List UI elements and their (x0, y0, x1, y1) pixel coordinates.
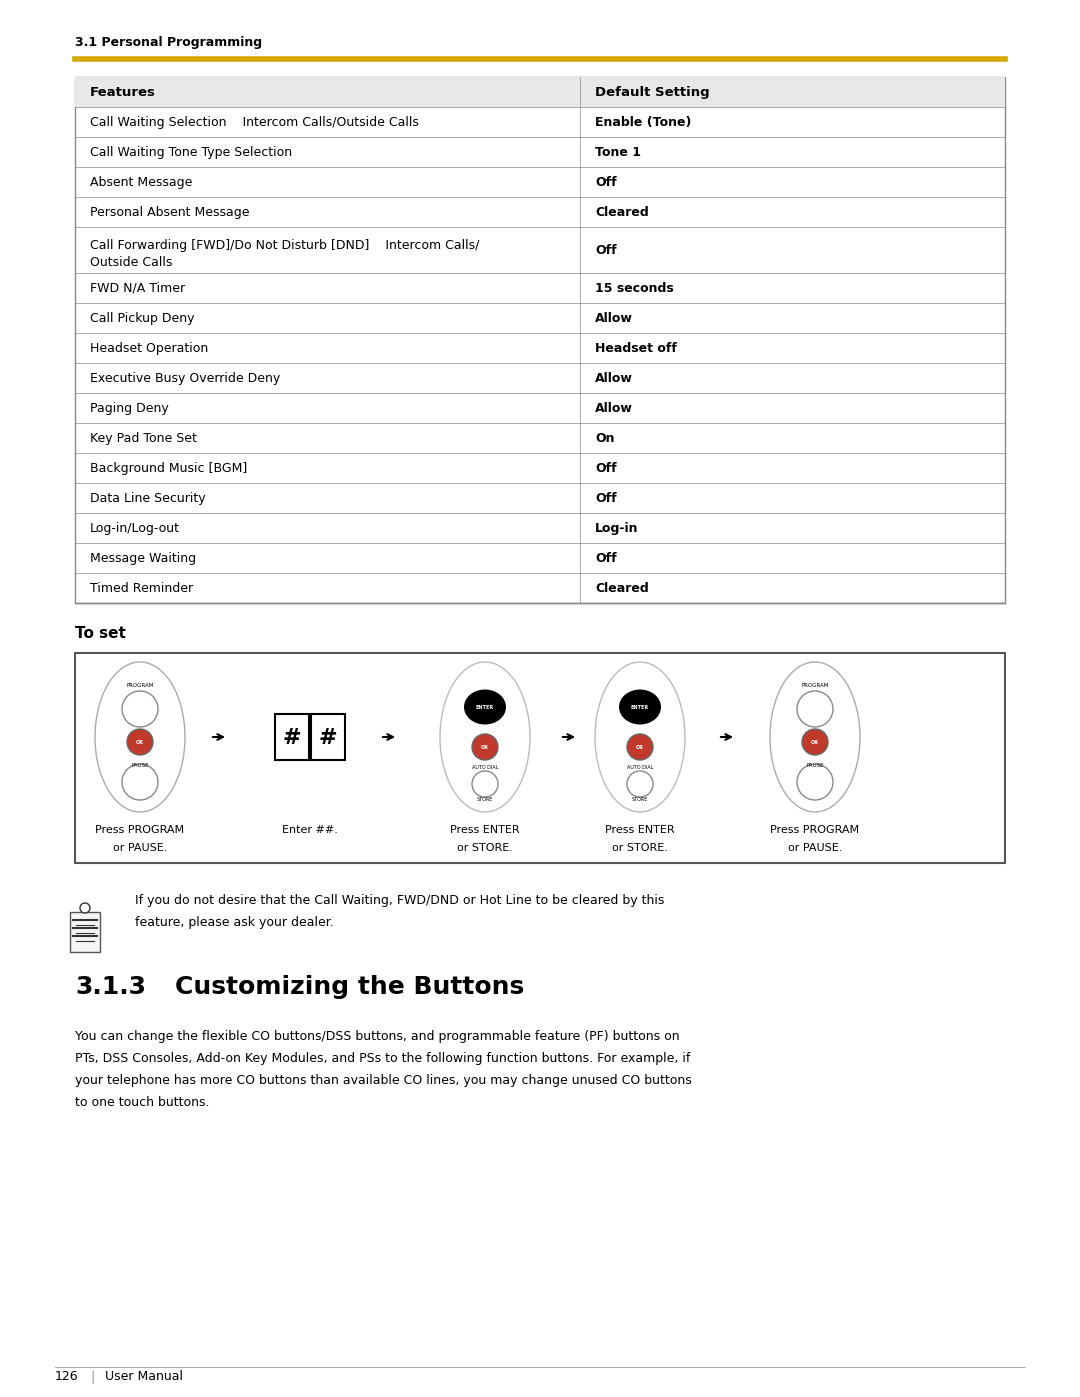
Text: Personal Absent Message: Personal Absent Message (90, 205, 249, 218)
Circle shape (122, 692, 158, 726)
Circle shape (627, 733, 653, 760)
Bar (75, 77, 1005, 604)
Circle shape (802, 729, 828, 754)
Ellipse shape (95, 662, 185, 812)
Text: STORE: STORE (632, 796, 648, 802)
Text: feature, please ask your dealer.: feature, please ask your dealer. (135, 915, 334, 929)
Text: Cleared: Cleared (595, 581, 649, 595)
Text: PAUSE: PAUSE (132, 763, 149, 767)
Text: Headset Operation: Headset Operation (90, 341, 208, 355)
Text: or STORE.: or STORE. (612, 842, 667, 854)
Text: Enter ##.: Enter ##. (282, 826, 338, 835)
Text: Executive Busy Override Deny: Executive Busy Override Deny (90, 372, 280, 384)
Text: to one touch buttons.: to one touch buttons. (75, 1097, 210, 1109)
Circle shape (122, 764, 158, 800)
Text: If you do not desire that the Call Waiting, FWD/DND or Hot Line to be cleared by: If you do not desire that the Call Waiti… (135, 894, 664, 907)
Text: Enable (Tone): Enable (Tone) (595, 116, 691, 129)
FancyBboxPatch shape (75, 77, 1005, 108)
Text: Press ENTER: Press ENTER (605, 826, 675, 835)
Text: User Manual: User Manual (105, 1370, 183, 1383)
Text: Key Pad Tone Set: Key Pad Tone Set (90, 432, 197, 444)
Ellipse shape (464, 690, 507, 725)
Text: Message Waiting: Message Waiting (90, 552, 197, 564)
Text: Call Waiting Selection    Intercom Calls/Outside Calls: Call Waiting Selection Intercom Calls/Ou… (90, 116, 419, 129)
Text: Absent Message: Absent Message (90, 176, 192, 189)
Text: or PAUSE.: or PAUSE. (787, 842, 842, 854)
Text: AUTO DIAL: AUTO DIAL (472, 764, 498, 770)
Ellipse shape (770, 662, 860, 812)
Text: PAUSE: PAUSE (807, 763, 824, 767)
Text: Features: Features (90, 85, 156, 99)
Text: Off: Off (595, 243, 617, 257)
Text: To set: To set (75, 626, 126, 640)
Text: Headset off: Headset off (595, 341, 677, 355)
Text: Log-in: Log-in (595, 521, 638, 535)
Text: Allow: Allow (595, 372, 633, 384)
Text: PROGRAM: PROGRAM (126, 683, 153, 687)
Text: Timed Reminder: Timed Reminder (90, 581, 193, 595)
FancyBboxPatch shape (70, 912, 100, 951)
Text: Press PROGRAM: Press PROGRAM (95, 826, 185, 835)
Circle shape (797, 764, 833, 800)
Text: 3.1.3: 3.1.3 (75, 975, 146, 999)
Text: Off: Off (595, 492, 617, 504)
Text: your telephone has more CO buttons than available CO lines, you may change unuse: your telephone has more CO buttons than … (75, 1074, 692, 1087)
Ellipse shape (440, 662, 530, 812)
Text: Call Pickup Deny: Call Pickup Deny (90, 312, 194, 324)
Text: Outside Calls: Outside Calls (90, 256, 173, 268)
Text: or PAUSE.: or PAUSE. (112, 842, 167, 854)
Text: PROGRAM: PROGRAM (801, 683, 828, 687)
Text: Call Forwarding [FWD]/Do Not Disturb [DND]    Intercom Calls/: Call Forwarding [FWD]/Do Not Disturb [DN… (90, 239, 480, 251)
Circle shape (627, 771, 653, 798)
Text: Off: Off (595, 176, 617, 189)
Text: ENTER: ENTER (476, 704, 494, 710)
Text: OR: OR (636, 745, 644, 750)
Text: OR: OR (481, 745, 489, 750)
Text: On: On (595, 432, 615, 444)
Text: You can change the flexible CO buttons/DSS buttons, and programmable feature (PF: You can change the flexible CO buttons/D… (75, 1030, 679, 1044)
FancyBboxPatch shape (275, 714, 309, 760)
Text: STORE: STORE (476, 796, 494, 802)
Ellipse shape (595, 662, 685, 812)
FancyBboxPatch shape (75, 652, 1005, 863)
Text: 126: 126 (55, 1370, 79, 1383)
Text: or STORE.: or STORE. (457, 842, 513, 854)
Text: FWD N/A Timer: FWD N/A Timer (90, 282, 185, 295)
Text: Press ENTER: Press ENTER (450, 826, 519, 835)
Text: Background Music [BGM]: Background Music [BGM] (90, 461, 247, 475)
Text: OR: OR (811, 739, 819, 745)
Text: 15 seconds: 15 seconds (595, 282, 674, 295)
Text: #: # (283, 728, 301, 747)
Text: Paging Deny: Paging Deny (90, 401, 168, 415)
Text: |: | (90, 1370, 94, 1383)
Text: #: # (319, 728, 337, 747)
Circle shape (127, 729, 153, 754)
Circle shape (472, 771, 498, 798)
Text: Off: Off (595, 552, 617, 564)
Text: Call Waiting Tone Type Selection: Call Waiting Tone Type Selection (90, 145, 292, 158)
Text: ENTER: ENTER (631, 704, 649, 710)
Text: PTs, DSS Consoles, Add-on Key Modules, and PSs to the following function buttons: PTs, DSS Consoles, Add-on Key Modules, a… (75, 1052, 690, 1065)
FancyBboxPatch shape (311, 714, 345, 760)
Circle shape (80, 902, 90, 914)
Text: Allow: Allow (595, 312, 633, 324)
Text: Allow: Allow (595, 401, 633, 415)
Text: OR: OR (136, 739, 144, 745)
Circle shape (472, 733, 498, 760)
Text: Press PROGRAM: Press PROGRAM (770, 826, 860, 835)
Circle shape (797, 692, 833, 726)
Text: 3.1 Personal Programming: 3.1 Personal Programming (75, 35, 262, 49)
Ellipse shape (619, 690, 661, 725)
Text: Data Line Security: Data Line Security (90, 492, 205, 504)
Text: Cleared: Cleared (595, 205, 649, 218)
Text: AUTO DIAL: AUTO DIAL (626, 764, 653, 770)
Text: Off: Off (595, 461, 617, 475)
Text: Log-in/Log-out: Log-in/Log-out (90, 521, 180, 535)
Text: Customizing the Buttons: Customizing the Buttons (175, 975, 524, 999)
Text: Tone 1: Tone 1 (595, 145, 642, 158)
Text: Default Setting: Default Setting (595, 85, 710, 99)
